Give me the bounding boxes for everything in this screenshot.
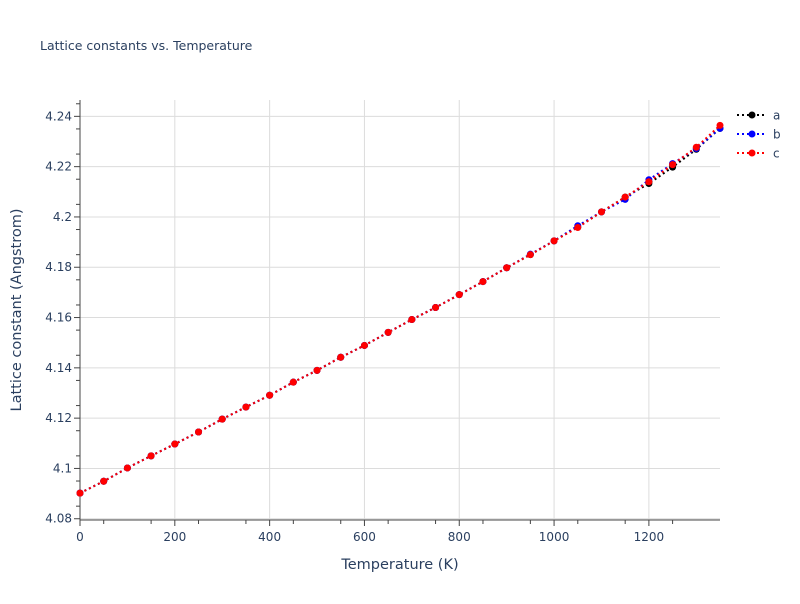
x-tick-label: 200 [163, 530, 186, 544]
data-point-c [432, 303, 440, 311]
legend-label-a: a [773, 109, 780, 123]
x-axis-label: Temperature (K) [340, 557, 458, 573]
y-axis-label: Lattice constant (Angstrom) [9, 208, 25, 411]
y-tick-label: 4.1 [53, 461, 72, 475]
data-point-c [716, 121, 724, 129]
data-point-c [455, 291, 463, 299]
data-point-c [242, 403, 250, 411]
chart-title: Lattice constants vs. Temperature [40, 38, 253, 53]
data-point-c [195, 428, 203, 436]
data-point-c [384, 328, 392, 336]
data-point-c [669, 161, 677, 169]
y-tick-label: 4.24 [45, 109, 72, 123]
x-tick-label: 1200 [634, 530, 665, 544]
series-line-a [79, 127, 721, 494]
legend-marker-c [748, 149, 756, 157]
data-point-c [100, 477, 108, 485]
data-point-c [360, 341, 368, 349]
x-tick-label: 1000 [539, 530, 570, 544]
series-layer [76, 121, 724, 497]
legend-label-b: b [773, 128, 781, 142]
data-point-c [574, 224, 582, 232]
data-point-c [123, 464, 131, 472]
x-tick-label: 600 [353, 530, 376, 544]
legend-marker-b [748, 130, 756, 138]
series-c [76, 121, 724, 497]
data-point-c [289, 378, 297, 386]
data-point-c [76, 489, 84, 497]
data-point-c [171, 440, 179, 448]
legend-marker-a [748, 111, 756, 119]
data-point-c [645, 178, 653, 186]
y-tick-label: 4.22 [45, 160, 72, 174]
y-tick-label: 4.14 [45, 361, 72, 375]
data-point-c [597, 208, 605, 216]
y-tick-label: 4.16 [45, 311, 72, 325]
data-point-c [550, 237, 558, 245]
data-point-c [337, 353, 345, 361]
data-point-c [313, 366, 321, 374]
x-tick-label: 0 [76, 530, 84, 544]
y-tick-label: 4.18 [45, 260, 72, 274]
legend: abc [737, 109, 781, 161]
axes: 0 200 400 600 800 1000 1200 4.08 4.1 4.12 4.14 4.16… [45, 100, 720, 544]
data-point-c [218, 415, 226, 423]
data-point-c [526, 251, 534, 259]
data-point-c [479, 278, 487, 286]
legend-label-c: c [773, 147, 780, 161]
x-tick-label: 800 [448, 530, 471, 544]
y-tick-label: 4.12 [45, 411, 72, 425]
y-tick-label: 4.08 [45, 512, 72, 526]
data-point-c [408, 316, 416, 324]
series-line-c [79, 124, 721, 494]
y-tick-label: 4.2 [53, 210, 72, 224]
data-point-c [266, 391, 274, 399]
data-point-c [147, 452, 155, 460]
data-point-c [503, 264, 511, 272]
grid [80, 100, 720, 520]
series-line-b [79, 127, 721, 494]
data-point-c [621, 193, 629, 201]
data-point-c [692, 143, 700, 151]
x-tick-label: 400 [258, 530, 281, 544]
